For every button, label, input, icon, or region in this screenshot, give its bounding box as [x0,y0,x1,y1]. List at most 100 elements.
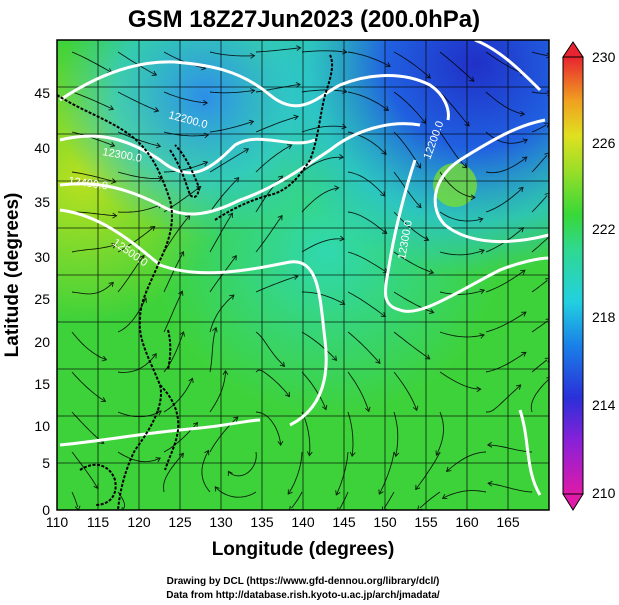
y-tick-label: 20 [34,334,50,350]
streamline [393,371,418,411]
streamline-arrowhead [520,269,526,275]
streamline [163,378,193,413]
contour-12200-east [433,40,549,243]
coast-borneo [79,463,117,506]
streamline [72,211,117,217]
streamline-arrowhead [192,421,199,428]
streamline-arrowhead [100,397,107,403]
x-tick-label: 155 [414,514,438,530]
contour-12400-west [59,122,421,216]
streamline-arrowhead [429,308,435,315]
y-tick-label: 0 [42,502,50,518]
streamline-arrowhead [425,354,431,360]
streamline [301,371,327,410]
colorbar-gradient [562,56,584,495]
streamline-arrowhead [380,312,387,318]
streamline-arrowhead [519,110,526,117]
streamline-arrowhead [222,369,229,375]
streamline [209,294,235,333]
streamline [291,491,303,509]
streamline-arrowhead [202,99,209,106]
streamline-arrowhead [341,123,347,130]
streamline-arrowhead [423,235,430,242]
streamline-arrowhead [279,361,286,368]
streamline [117,226,155,253]
streamline-arrowhead [243,148,250,154]
streamline [163,186,202,213]
streamline [439,131,468,169]
streamline [255,411,282,446]
coast-japan [214,54,334,221]
streamline [209,51,255,57]
streamline-arrowhead [546,377,549,379]
streamline-arrowhead [380,191,386,197]
streamline [419,491,441,509]
streamline-arrowhead [342,88,348,94]
height-contours [59,40,549,496]
x-tick-label: 150 [373,514,397,530]
streamline [439,249,485,256]
streamline [301,125,347,133]
streamline [163,161,208,173]
y-tick-label: 15 [34,376,50,392]
streamline [393,331,431,360]
y-axis: 0 5 10 15 20 25 30 35 40 45 [34,85,50,518]
streamline-arrowhead [156,410,162,416]
streamline [163,251,184,293]
streamline [163,131,209,137]
credit-line-2: Data from http://database.rish.kyoto-u.a… [166,590,440,601]
streamline-arrowhead [476,386,482,393]
streamline [71,51,112,73]
streamline-arrowhead [487,480,493,487]
streamline-arrowhead [428,269,435,275]
streamline-arrowhead [381,149,387,156]
streamline [347,91,389,111]
contour-12200-west [59,60,450,121]
x-tick-label: 165 [496,514,520,530]
colorbar-tick-label: 222 [592,221,616,237]
y-tick-label: 5 [42,455,50,471]
streamline [488,482,533,493]
streamline [301,331,337,361]
x-tick-label: 120 [127,514,151,530]
streamline [347,171,386,197]
streamline [531,236,549,253]
streamline-arrowhead [112,212,118,219]
streamline-arrowhead [383,105,390,112]
streamline [531,280,548,293]
streamline [71,91,114,110]
streamline [255,275,299,293]
streamline-arrowhead [212,326,218,333]
streamline-arrowhead [349,451,356,458]
streamline [301,238,345,253]
streamline-arrowhead [331,355,338,362]
streamline-arrowhead [108,281,114,287]
streamline [163,215,191,253]
colorbar-tick-label: 230 [592,49,616,65]
streamline [393,91,427,124]
streamline [255,144,292,173]
streamline [485,384,522,413]
streamline-arrowhead [150,225,156,232]
streamline-arrowhead [416,203,422,209]
streamline-arrowhead [365,406,371,413]
streamline [485,351,527,373]
streamline [347,291,386,317]
streamline-arrowhead [101,355,108,362]
streamline-arrowhead [196,186,202,192]
streamline-arrowhead [178,452,184,459]
streamline [117,410,162,418]
streamline [485,91,525,115]
streamline [439,51,475,82]
streamline-arrowhead [415,484,421,491]
streamline-arrowhead [339,299,346,305]
streamline [117,171,163,180]
streamline [415,451,441,490]
streamline [287,451,303,495]
streamline-arrowhead [516,384,522,390]
colorbar-tick-label: 226 [592,135,616,151]
streamline-arrowhead [470,194,476,201]
streamline-arrowhead [178,290,184,296]
streamline [485,131,528,144]
